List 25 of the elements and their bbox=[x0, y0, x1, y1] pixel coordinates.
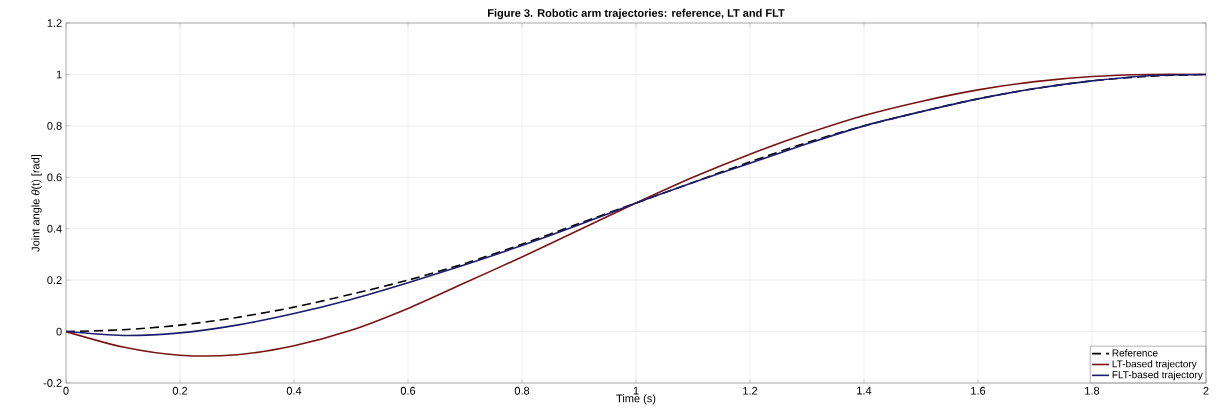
x-axis-title: Time (s) bbox=[616, 394, 656, 405]
y-tick-label: 0.6 bbox=[47, 173, 62, 182]
chart-title: Figure 3. Robotic arm trajectories: reference, LT and FLT bbox=[488, 8, 785, 20]
legend-label: Reference bbox=[1112, 349, 1158, 357]
x-tick-label: 1.6 bbox=[971, 386, 986, 395]
y-tick-label: 0.8 bbox=[47, 121, 62, 130]
x-tick-label: 1.8 bbox=[1085, 386, 1100, 395]
x-tick-label: 1.4 bbox=[857, 386, 872, 395]
x-tick-label: 0.4 bbox=[286, 386, 302, 395]
y-tick-label: 0 bbox=[56, 327, 62, 336]
y-tick-label: 0.2 bbox=[47, 276, 62, 285]
y-tick-label: -0.2 bbox=[43, 379, 62, 387]
x-tick-label: 1 bbox=[633, 386, 639, 395]
x-tick-label: 0.6 bbox=[400, 386, 416, 395]
x-tick-label: 0.2 bbox=[172, 386, 188, 395]
x-tick-label: 2 bbox=[1203, 386, 1209, 395]
x-tick-label: 0.8 bbox=[514, 386, 530, 395]
legend-label: LT-based trajectory bbox=[1112, 360, 1197, 370]
y-tick-label: 1 bbox=[56, 70, 62, 79]
y-axis-title: Joint angle θ(t) [rad] bbox=[31, 154, 42, 252]
y-tick-label: 1.2 bbox=[47, 19, 62, 27]
y-tick-label: 0.4 bbox=[47, 224, 62, 233]
legend-label: FLT-based trajectory bbox=[1112, 370, 1203, 381]
x-tick-label: 1.2 bbox=[743, 386, 758, 395]
x-tick-label: 0 bbox=[63, 386, 69, 395]
